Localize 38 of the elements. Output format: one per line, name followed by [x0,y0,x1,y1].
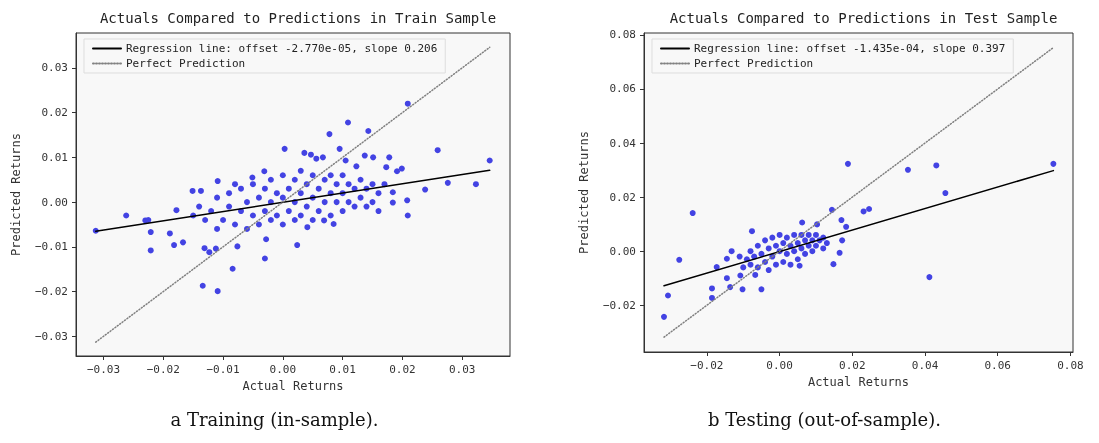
x-tick-label: 0.01 [329,363,356,376]
x-tick-label: 0.04 [911,359,939,372]
text: b Testing (out-of-sample). [708,408,942,430]
y-tick-label: −0.02 [34,285,68,299]
chart-title: Actuals Compared to Predictions in Test Sample [669,10,1058,26]
y-tick-label: 0.01 [41,150,68,164]
x-axis-title: Actual Returns [242,379,344,393]
text: a Training (in-sample). [170,408,379,430]
y-tick-label: −0.01 [34,240,68,254]
legend-label: Perfect Prediction [126,57,246,70]
y-tick-label: −0.02 [602,298,636,312]
legend-label: Regression line: offset -1.435e-04, slope 0.397 [694,42,1006,55]
y-tick-label: 0.02 [609,190,636,204]
x-tick-label: 0.08 [1057,359,1084,372]
x-tick-label: −0.01 [206,363,240,376]
y-tick-label: 0.06 [609,82,636,96]
y-axis-title: Predicted Returns [9,133,23,256]
y-tick-label: 0.00 [41,195,68,209]
y-tick-label: 0.04 [609,136,637,150]
x-tick-label: 0.02 [389,363,416,376]
x-tick-label: 0.00 [269,363,297,376]
x-tick-label: 0.02 [839,359,866,372]
x-tick-label: 0.03 [448,363,476,376]
y-tick-label: 0.02 [41,106,68,120]
x-tick-label: 0.06 [984,359,1011,372]
y-tick-label: −0.03 [34,329,68,343]
legend-label: Regression line: offset -2.770e-05, slope 0.206 [126,42,438,55]
y-tick-label: 0.00 [609,244,636,258]
x-axis-title: Actual Returns [807,375,910,389]
y-tick-label: 0.03 [41,61,68,75]
y-axis-title: Predicted Returns [577,131,591,254]
chart-title: Actuals Compared to Predictions in Train Sample [99,10,497,26]
x-tick-label: −0.03 [86,363,121,376]
y-tick-label: 0.08 [609,28,636,42]
legend-label: Perfect Prediction [694,57,814,70]
x-tick-label: −0.02 [690,359,724,372]
x-tick-label: 0.00 [766,359,793,372]
x-tick-label: −0.02 [146,363,180,376]
